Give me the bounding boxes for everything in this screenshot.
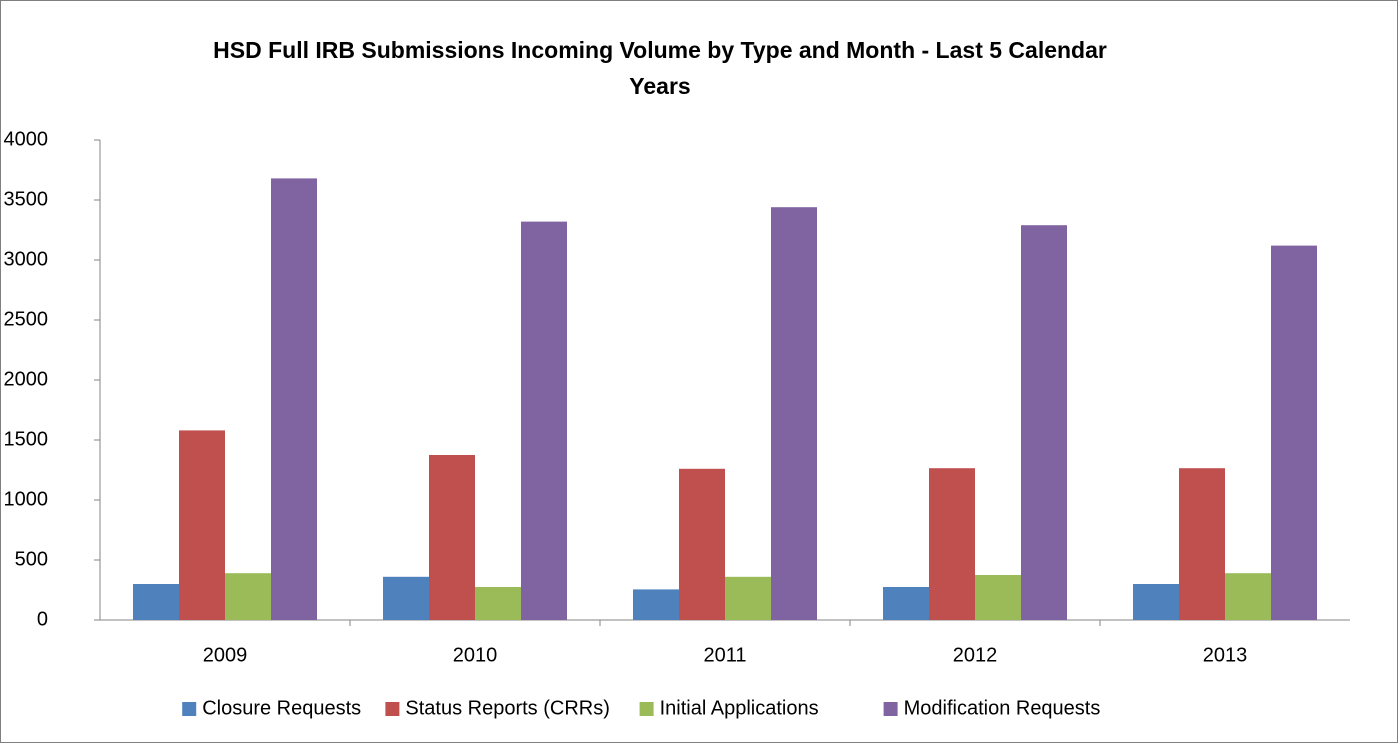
bar (179, 430, 225, 620)
bar (883, 587, 929, 620)
bar (521, 221, 567, 620)
bar (633, 589, 679, 620)
bar (679, 468, 725, 620)
y-tick-label: 3500 (4, 188, 49, 210)
bar (1133, 584, 1179, 620)
y-tick-label: 4000 (4, 128, 49, 150)
bar (975, 575, 1021, 620)
y-tick-label: 0 (37, 608, 48, 630)
bar (771, 207, 817, 620)
y-tick-label: 500 (15, 548, 48, 570)
bar (1271, 245, 1317, 620)
bar (383, 576, 429, 620)
x-tick-label: 2013 (1203, 644, 1248, 666)
bar (1225, 573, 1271, 620)
legend-label: Closure Requests (202, 697, 361, 719)
chart-title: HSD Full IRB Submissions Incoming Volume… (213, 37, 1107, 63)
legend-swatch (385, 702, 400, 716)
bar (133, 584, 179, 620)
bar (1021, 225, 1067, 620)
y-tick-label: 2500 (4, 308, 49, 330)
y-tick-label: 2000 (4, 368, 49, 390)
bar (429, 455, 475, 620)
bar (475, 587, 521, 620)
legend-swatch (182, 702, 197, 716)
x-tick-label: 2009 (203, 644, 248, 666)
legend-swatch (639, 702, 654, 716)
legend-label: Initial Applications (660, 697, 819, 719)
x-tick-label: 2010 (453, 644, 498, 666)
x-tick-label: 2012 (953, 644, 998, 666)
y-tick-label: 1000 (4, 488, 49, 510)
x-tick-label: 2011 (703, 644, 746, 666)
bar (929, 468, 975, 620)
legend-label: Status Reports (CRRs) (405, 697, 610, 719)
y-tick-label: 1500 (4, 428, 49, 450)
legend-label: Modification Requests (904, 697, 1101, 719)
y-tick-label: 3000 (4, 248, 49, 270)
chart-title: Years (629, 73, 690, 99)
bar (1179, 468, 1225, 620)
bar (225, 573, 271, 620)
legend-swatch (883, 702, 898, 716)
bar (725, 576, 771, 620)
bar (271, 178, 317, 620)
